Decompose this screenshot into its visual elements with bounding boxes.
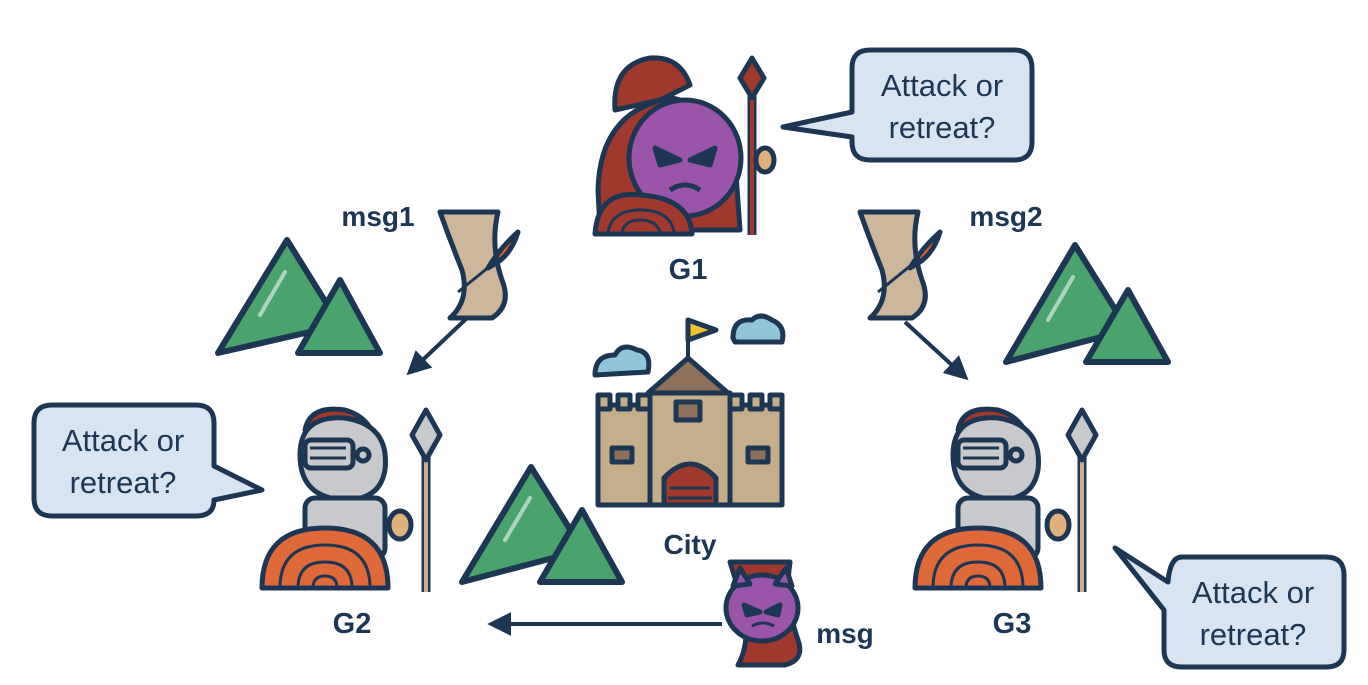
general-label-g2: G2 bbox=[333, 608, 372, 640]
speech-bubble-g1: Attack or retreat? bbox=[780, 47, 1035, 163]
mountain-icon bbox=[1003, 242, 1171, 365]
scroll-msg1-icon bbox=[437, 209, 521, 321]
bubble-g2-line2: retreat? bbox=[70, 465, 177, 500]
bubble-g2-line1: Attack or bbox=[62, 423, 184, 458]
scroll-msg2-icon bbox=[857, 209, 943, 321]
general-label-g1: G1 bbox=[669, 254, 708, 286]
arrow-msg2-to-g3 bbox=[903, 320, 969, 381]
message-label-msg1: msg1 bbox=[341, 201, 414, 232]
arrow-msg1-to-g2 bbox=[406, 316, 469, 376]
message-label-forged: msg bbox=[816, 618, 874, 649]
castle-icon bbox=[592, 313, 786, 508]
forged-message-devil-icon bbox=[723, 559, 803, 668]
spartan-soldier-icon bbox=[912, 406, 1099, 592]
bubble-g1-line2: retreat? bbox=[889, 110, 996, 145]
bubble-g3-line1: Attack or bbox=[1192, 575, 1314, 610]
spartan-soldier-icon bbox=[259, 406, 443, 592]
city-label: City bbox=[664, 529, 717, 560]
message-label-msg2: msg2 bbox=[969, 201, 1042, 232]
bubble-g1-line1: Attack or bbox=[881, 68, 1003, 103]
general-label-g3: G3 bbox=[993, 608, 1032, 640]
speech-bubble-g2: Attack or retreat? bbox=[31, 402, 265, 519]
traitor-spartan-devil-icon bbox=[592, 55, 777, 237]
mountain-icon bbox=[459, 464, 625, 585]
bubble-g3-line2: retreat? bbox=[1200, 617, 1307, 652]
mountain-icon bbox=[215, 237, 383, 356]
speech-bubble-g3: Attack or retreat? bbox=[1112, 545, 1347, 670]
